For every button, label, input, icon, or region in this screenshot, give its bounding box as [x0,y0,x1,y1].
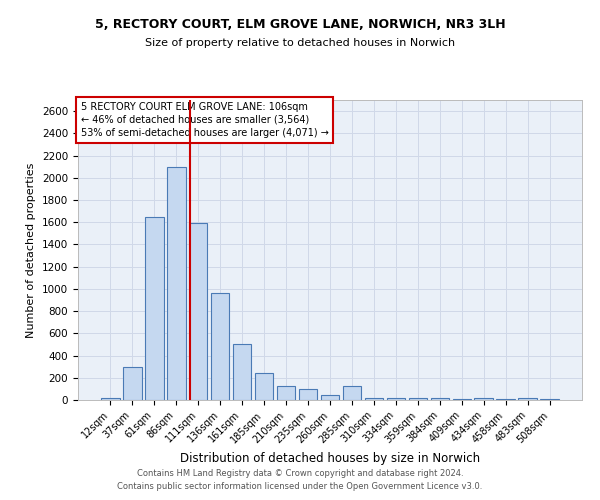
Bar [277,386,295,400]
Text: 5 RECTORY COURT ELM GROVE LANE: 106sqm
← 46% of detached houses are smaller (3,5: 5 RECTORY COURT ELM GROVE LANE: 106sqm ←… [80,102,328,138]
X-axis label: Distribution of detached houses by size in Norwich: Distribution of detached houses by size … [180,452,480,464]
Bar [123,367,142,400]
Bar [518,398,537,400]
Bar [145,216,164,400]
Bar [431,398,449,400]
Bar [409,398,427,400]
Bar [475,398,493,400]
Text: Contains public sector information licensed under the Open Government Licence v3: Contains public sector information licen… [118,482,482,491]
Y-axis label: Number of detached properties: Number of detached properties [26,162,37,338]
Bar [343,386,361,400]
Bar [541,399,559,400]
Bar [320,395,340,400]
Bar [167,166,185,400]
Text: Contains HM Land Registry data © Crown copyright and database right 2024.: Contains HM Land Registry data © Crown c… [137,468,463,477]
Bar [299,389,317,400]
Bar [365,398,383,400]
Bar [211,294,229,400]
Bar [255,373,274,400]
Bar [233,344,251,400]
Bar [101,398,119,400]
Bar [189,224,208,400]
Bar [386,398,405,400]
Text: 5, RECTORY COURT, ELM GROVE LANE, NORWICH, NR3 3LH: 5, RECTORY COURT, ELM GROVE LANE, NORWIC… [95,18,505,30]
Text: Size of property relative to detached houses in Norwich: Size of property relative to detached ho… [145,38,455,48]
